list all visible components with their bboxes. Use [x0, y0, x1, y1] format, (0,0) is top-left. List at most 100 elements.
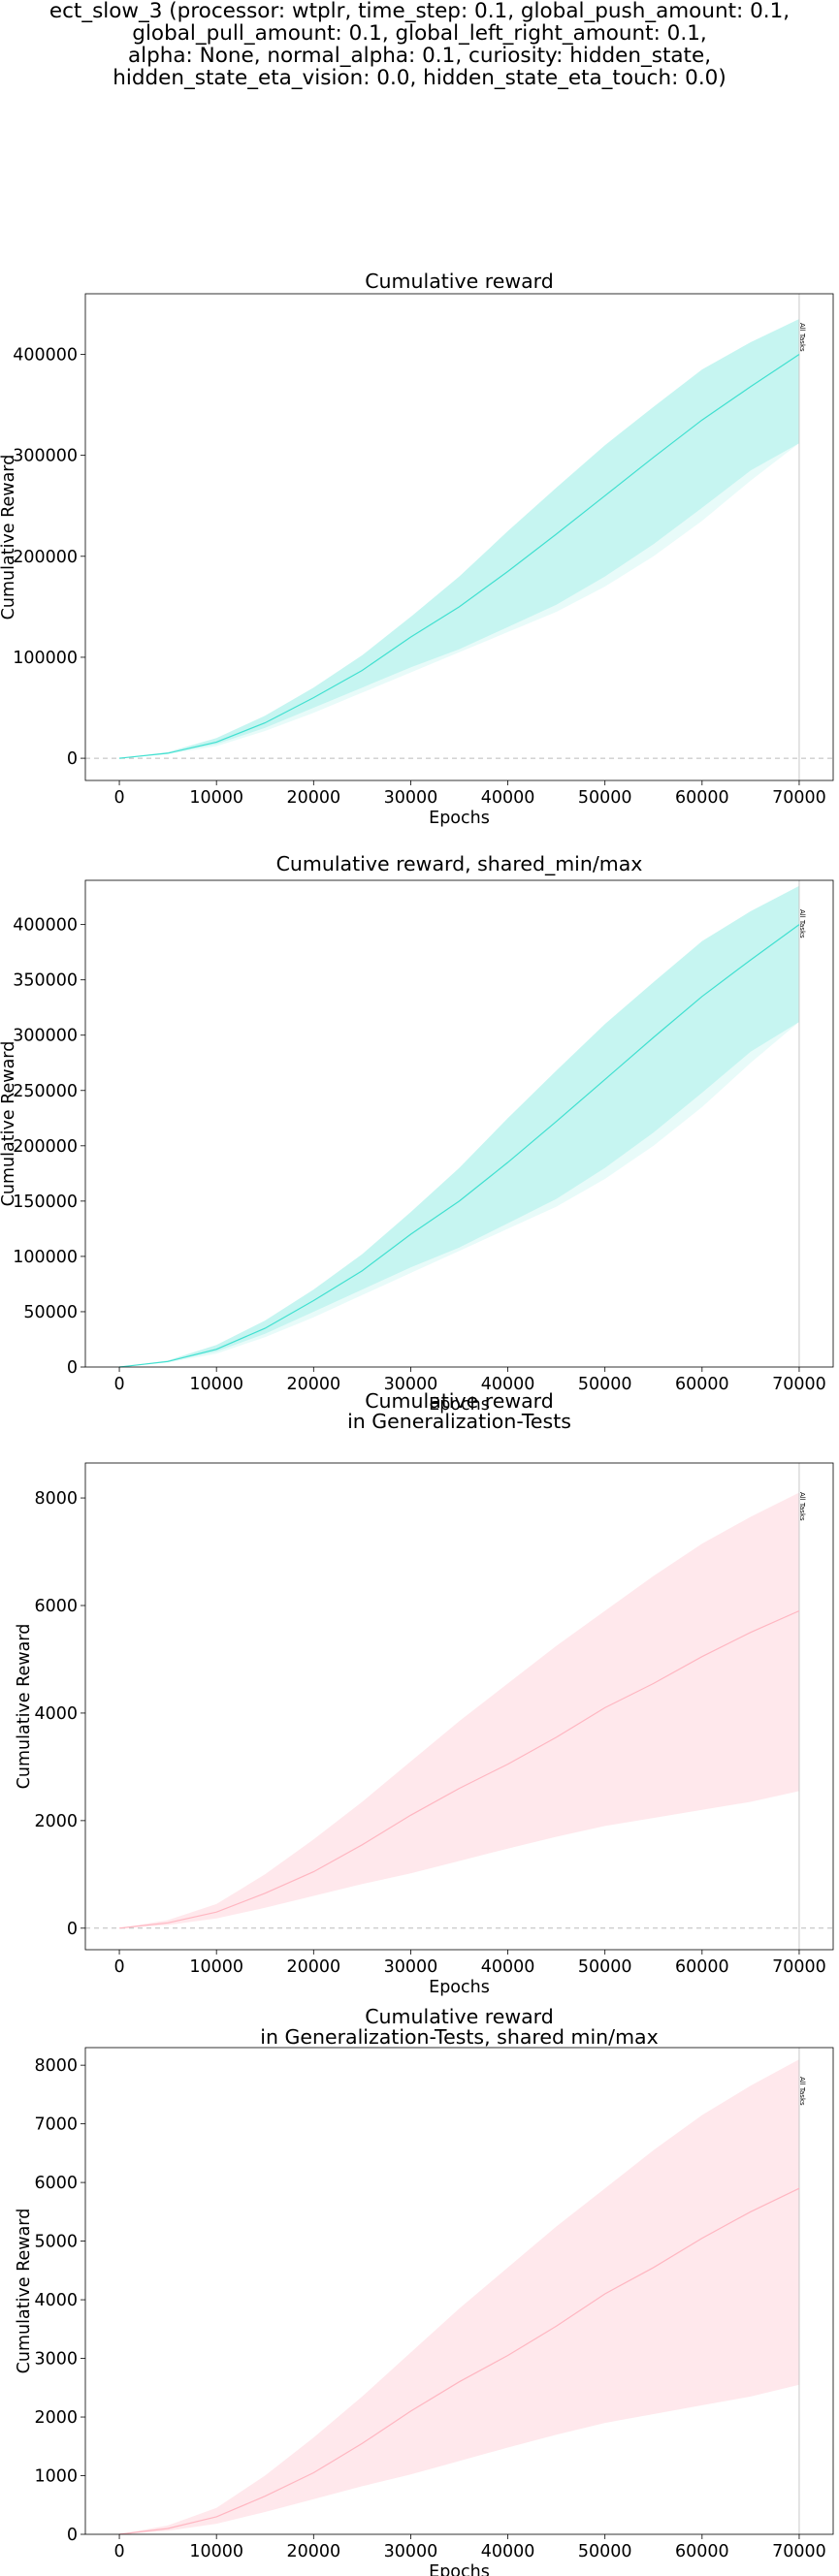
x-tick-label: 50000 — [578, 2542, 632, 2561]
task-label: All Tasks — [798, 1492, 806, 1521]
x-tick-label: 70000 — [772, 1957, 826, 1977]
x-tick-label: 40000 — [481, 1375, 535, 1394]
y-tick-label: 350000 — [13, 971, 78, 991]
y-tick-label: 0 — [67, 1358, 78, 1378]
band-std — [119, 885, 799, 1367]
x-tick-label: 40000 — [481, 2542, 535, 2561]
x-tick-label: 30000 — [384, 1375, 438, 1394]
y-tick-label: 150000 — [13, 1193, 78, 1212]
x-tick-label: 0 — [113, 1375, 124, 1394]
chart-1: All Tasks 0 10000 20000 30000 40000 50000 60000… — [0, 270, 834, 828]
x-tick-label: 50000 — [578, 1375, 632, 1394]
suptitle-line: global_pull_amount: 0.1, global_left_rig… — [132, 21, 707, 46]
y-tick-label: 0 — [67, 2526, 78, 2545]
suptitle-line: hidden_state_eta_vision: 0.0, hidden_sta… — [113, 66, 726, 90]
y-tick-label: 4000 — [34, 2291, 78, 2310]
y-tick-label: 50000 — [23, 1303, 78, 1322]
x-tick-label: 70000 — [772, 2542, 826, 2561]
band-minmax — [119, 1492, 799, 1928]
task-label: All Tasks — [798, 2077, 806, 2106]
x-tick-label: 20000 — [286, 788, 340, 808]
band-minmax — [119, 2059, 799, 2534]
series-mean-line — [118, 2187, 800, 2535]
x-tick-label: 0 — [113, 1957, 124, 1977]
figure-suptitle: ect_slow_3 (processor: wtplr, time_step:… — [0, 0, 839, 89]
y-tick-label: 300000 — [13, 1027, 78, 1046]
x-tick-label: 30000 — [384, 2542, 438, 2561]
axes-frame — [84, 1462, 834, 1951]
y-tick-label: 6000 — [34, 2174, 78, 2193]
y-tick-label: 0 — [67, 1920, 78, 1939]
y-tick-label: 300000 — [13, 447, 78, 466]
series-mean-line — [118, 354, 800, 759]
y-tick-label: 100000 — [13, 649, 78, 668]
x-tick-label: 60000 — [675, 2542, 729, 2561]
x-tick-label: 70000 — [772, 788, 826, 808]
chart-title: Cumulative reward — [365, 270, 554, 293]
x-tick-label: 30000 — [384, 1957, 438, 1977]
chart-title: in Generalization-Tests — [347, 1410, 571, 1433]
x-tick-label: 20000 — [286, 1375, 340, 1394]
chart-title: Cumulative reward, shared_min/max — [276, 852, 643, 876]
y-tick-label: 2000 — [34, 2408, 78, 2428]
suptitle-line: ect_slow_3 (processor: wtplr, time_step:… — [48, 0, 791, 23]
y-axis-label: Cumulative Reward — [0, 1041, 18, 1207]
x-tick-label: 10000 — [189, 1375, 243, 1394]
x-tick-label: 30000 — [384, 788, 438, 808]
x-tick-label: 10000 — [189, 2542, 243, 2561]
y-tick-label: 2000 — [34, 1812, 78, 1831]
axes-frame — [84, 2047, 834, 2535]
task-label: All Tasks — [798, 909, 806, 938]
x-tick-label: 10000 — [189, 1957, 243, 1977]
x-tick-label: 0 — [113, 2542, 124, 2561]
y-tick-label: 100000 — [13, 1248, 78, 1267]
task-label: All Tasks — [798, 323, 806, 352]
x-tick-label: 20000 — [286, 2542, 340, 2561]
series-mean-line — [118, 924, 800, 1368]
x-tick-label: 10000 — [189, 788, 243, 808]
y-tick-label: 6000 — [34, 1597, 78, 1616]
y-tick-label: 400000 — [13, 916, 78, 936]
axes-frame — [84, 293, 834, 781]
x-tick-label: 60000 — [675, 1375, 729, 1394]
y-tick-label: 8000 — [34, 2056, 78, 2076]
chart-title: Cumulative reward — [365, 1389, 554, 1413]
x-tick-label: 70000 — [772, 1375, 826, 1394]
y-tick-label: 5000 — [34, 2233, 78, 2252]
chart-2: All Tasks 0 10000 20000 30000 40000 50000 60000… — [0, 852, 834, 1415]
x-tick-label: 60000 — [675, 1957, 729, 1977]
chart-title: Cumulative reward — [365, 2005, 554, 2028]
x-axis-label: Epochs — [429, 809, 490, 828]
x-tick-label: 50000 — [578, 788, 632, 808]
axes-frame — [84, 879, 834, 1368]
x-tick-label: 20000 — [286, 1957, 340, 1977]
y-axis-label: Cumulative Reward — [0, 455, 18, 620]
y-tick-label: 8000 — [34, 1489, 78, 1509]
x-tick-label: 0 — [113, 788, 124, 808]
x-axis-label: Epochs — [429, 1978, 490, 1997]
series-mean-line — [118, 1609, 800, 1929]
y-tick-label: 4000 — [34, 1704, 78, 1724]
y-axis-label: Cumulative Reward — [15, 2209, 34, 2374]
suptitle-line: alpha: None, normal_alpha: 0.1, curiosit… — [127, 44, 712, 68]
band-std — [119, 1492, 799, 1928]
x-tick-label: 40000 — [481, 788, 535, 808]
y-tick-label: 200000 — [13, 548, 78, 567]
y-tick-label: 250000 — [13, 1082, 78, 1101]
x-tick-label: 60000 — [675, 788, 729, 808]
y-tick-label: 0 — [67, 749, 78, 769]
x-axis-label: Epochs — [429, 1395, 490, 1415]
y-tick-label: 7000 — [34, 2115, 78, 2135]
x-tick-label: 40000 — [481, 1957, 535, 1977]
x-tick-label: 50000 — [578, 1957, 632, 1977]
band-std — [119, 319, 799, 759]
band-minmax — [119, 319, 799, 759]
y-axis-label: Cumulative Reward — [15, 1624, 34, 1790]
band-minmax — [119, 885, 799, 1367]
y-tick-label: 400000 — [13, 345, 78, 365]
y-tick-label: 1000 — [34, 2467, 78, 2487]
y-tick-label: 200000 — [13, 1137, 78, 1157]
x-axis-label: Epochs — [429, 2562, 490, 2576]
